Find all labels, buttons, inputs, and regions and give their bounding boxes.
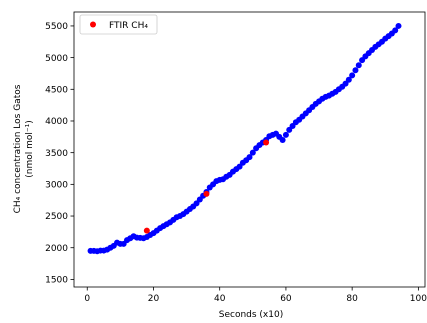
x-axis-label: Seconds (x10)	[219, 310, 283, 320]
y-axis-label-line1: CH₄ concentration Los Gatos	[13, 84, 23, 213]
plot-area	[73, 11, 426, 288]
x-tick-label: 60	[280, 294, 292, 304]
y-tick-label: 4500	[45, 86, 68, 96]
y-tick-label: 4000	[45, 117, 68, 127]
x-tick-label: 20	[148, 294, 160, 304]
legend-box	[79, 14, 158, 35]
y-tick-label: 2500	[45, 212, 68, 222]
legend: FTIR CH₄	[79, 14, 158, 35]
series-los-gatos	[87, 22, 402, 255]
legend-marker-ftir	[90, 21, 96, 28]
x-axis: 0 20 40 60 80 100	[84, 287, 427, 304]
x-tick-label: 0	[84, 294, 90, 304]
series-ftir	[143, 139, 270, 234]
los-gatos-point	[345, 76, 352, 83]
ftir-point	[143, 227, 150, 234]
x-tick-label: 80	[346, 294, 358, 304]
los-gatos-point	[349, 72, 356, 79]
plot-frame	[73, 11, 426, 288]
y-tick-label: 5500	[45, 22, 68, 32]
los-gatos-point	[249, 149, 256, 156]
los-gatos-point	[282, 131, 289, 138]
los-gatos-point	[355, 62, 362, 69]
y-axis-label-line2: (nmol mol⁻¹)	[25, 120, 35, 178]
x-tick-label: 40	[214, 294, 226, 304]
y-axis: 1500 2000 2500 3000 3500 4000 4500 5000 5500	[45, 22, 74, 286]
y-tick-label: 1500	[45, 276, 68, 286]
legend-label-ftir: FTIR CH₄	[109, 21, 148, 31]
los-gatos-point	[392, 27, 399, 34]
ftir-point	[263, 139, 270, 146]
los-gatos-point	[279, 136, 286, 143]
los-gatos-point	[395, 22, 402, 29]
los-gatos-point	[246, 154, 253, 161]
ftir-point	[203, 190, 210, 197]
y-tick-label: 5000	[45, 54, 68, 64]
y-tick-label: 2000	[45, 244, 68, 254]
y-tick-label: 3500	[45, 149, 68, 159]
y-tick-label: 3000	[45, 181, 68, 191]
los-gatos-point	[352, 67, 359, 74]
x-tick-label: 100	[410, 294, 427, 304]
data-points	[87, 22, 402, 255]
y-axis-label: CH₄ concentration Los Gatos (nmol mol⁻¹)	[13, 84, 35, 213]
